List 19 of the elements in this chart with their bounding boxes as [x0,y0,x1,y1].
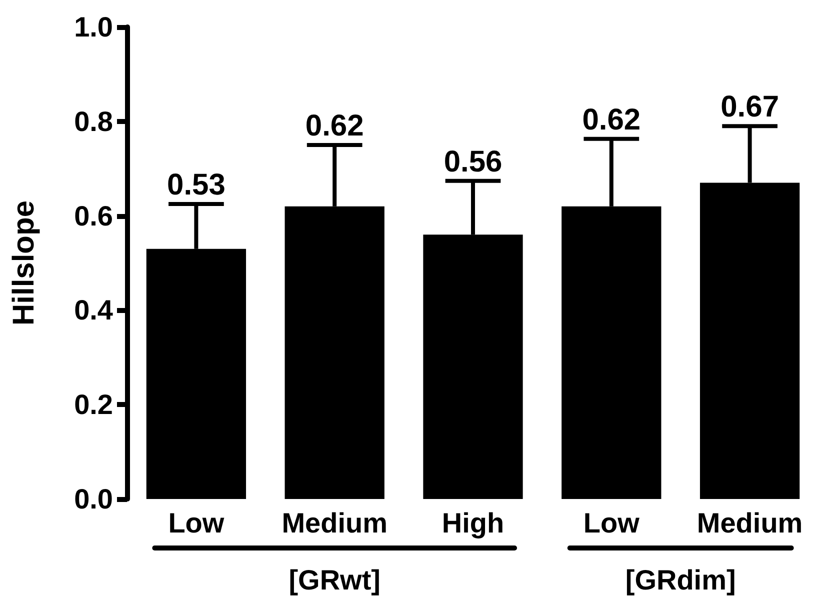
x-tick-label: High [442,508,504,538]
y-tick-label: 0.6 [74,200,113,232]
data-label: 0.67 [720,90,779,124]
y-tick-label: 0.0 [74,484,113,514]
data-label: 0.53 [167,168,226,202]
text: [GRwt] [288,564,380,596]
y-axis-title: Hillslope [8,200,40,326]
x-tick-label: Low [583,508,640,538]
data-label: 0.56 [444,145,502,178]
text: [GRdim] [625,564,736,596]
x-tick-label: Medium [696,508,803,538]
data-label: 0.62 [305,110,364,142]
y-tick-label: 1.0 [74,12,113,42]
x-tick-label: Low [168,508,224,538]
x-tick-label: Medium [282,508,388,538]
y-tick-label: 0.8 [74,106,113,137]
y-tick-label: 0.2 [74,389,113,420]
data-label: 0.62 [582,103,641,136]
y-tick-label: 0.4 [74,294,114,326]
